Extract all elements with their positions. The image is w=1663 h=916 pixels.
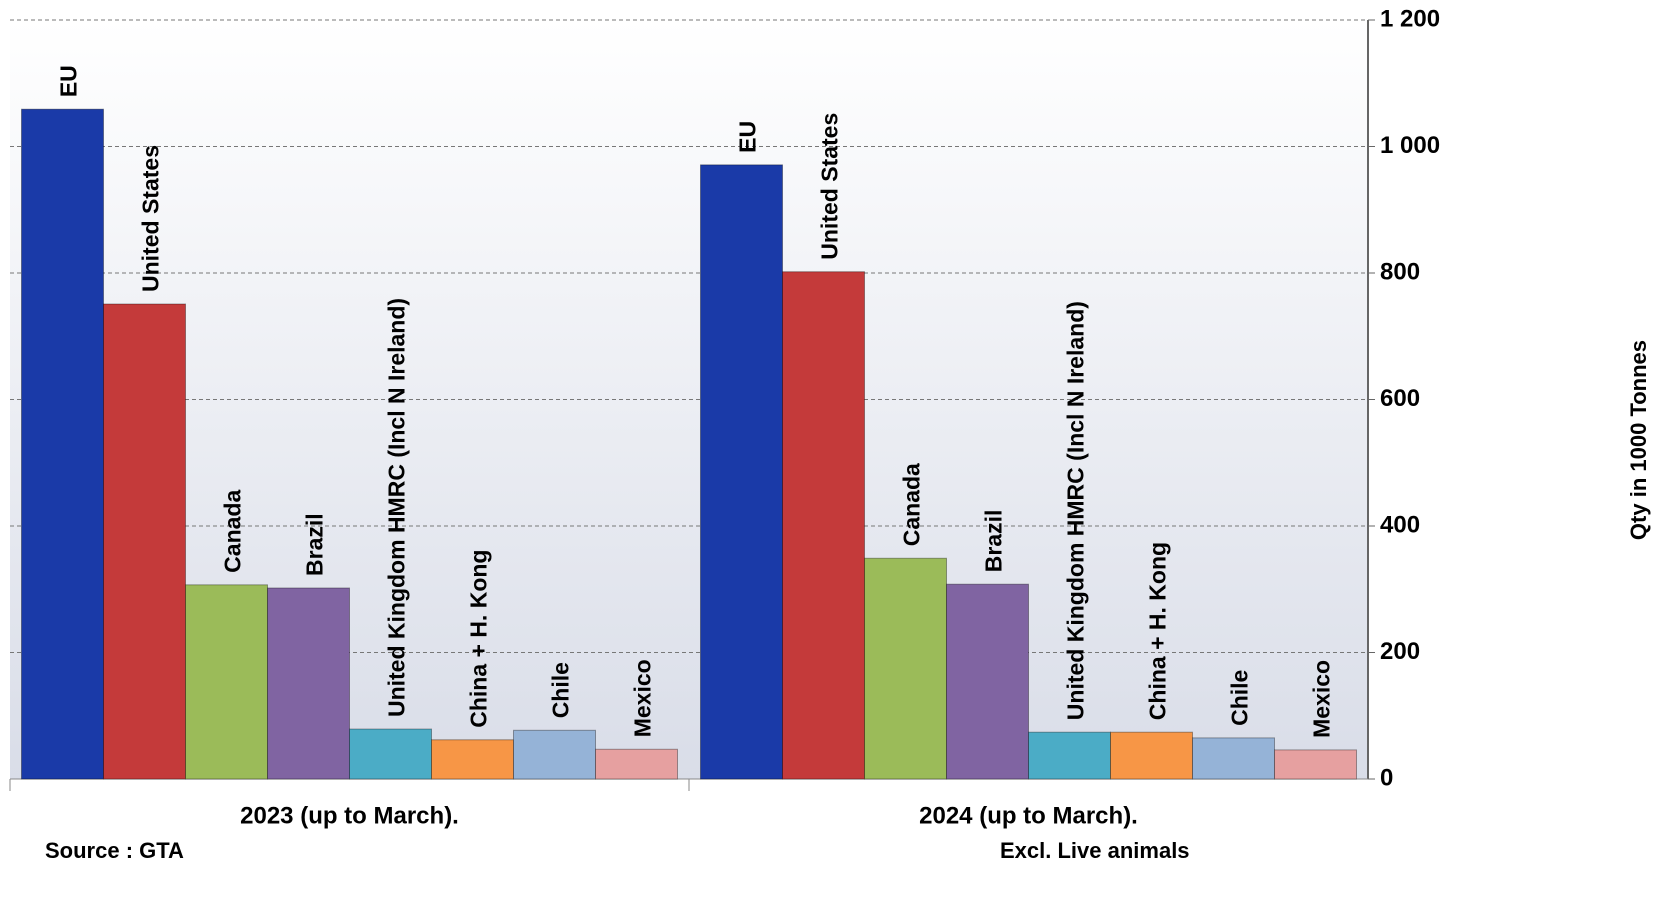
bar-label: United Kingdom HMRC (Incl N Ireland): [384, 298, 410, 717]
y-tick-label: 1 200: [1380, 5, 1440, 32]
bar-label: Canada: [899, 463, 925, 546]
bar: [1110, 731, 1193, 780]
y-tick-label: 0: [1380, 764, 1393, 791]
bar-label: Brazil: [981, 510, 1007, 573]
bar: [21, 108, 104, 780]
x-tick-label: 2024 (up to March).: [919, 802, 1138, 829]
y-tick-label: 200: [1380, 638, 1420, 665]
bar: [185, 584, 268, 780]
bar: [782, 271, 865, 780]
bar: [946, 583, 1029, 780]
bar: [595, 748, 678, 780]
bar: [267, 587, 350, 780]
bar-label: China + H. Kong: [466, 550, 492, 728]
bar: [431, 739, 514, 780]
footnote: Excl. Live animals: [1000, 838, 1190, 863]
y-axis-label: Qty in 1000 Tonnes: [1626, 340, 1651, 540]
y-tick-label: 400: [1380, 511, 1420, 538]
bar-label: Mexico: [1309, 660, 1335, 738]
bar: [1192, 737, 1275, 780]
bar-label: Chile: [548, 662, 574, 718]
bar: [513, 729, 596, 780]
bar-label: United States: [817, 113, 843, 260]
bar: [700, 164, 783, 780]
bar-label: EU: [735, 121, 761, 153]
bar-label: United States: [138, 145, 164, 292]
bar-label: Chile: [1227, 670, 1253, 726]
bar-label: United Kingdom HMRC (Incl N Ireland): [1063, 301, 1089, 720]
bar-label: Brazil: [302, 513, 328, 576]
y-tick-label: 600: [1380, 385, 1420, 412]
bar-label: China + H. Kong: [1145, 542, 1171, 720]
bar: [103, 303, 186, 780]
y-tick-label: 1 000: [1380, 132, 1440, 159]
bar-label: EU: [56, 65, 82, 97]
bar: [349, 728, 432, 780]
bar: [1028, 731, 1111, 780]
bar-label: Canada: [220, 490, 246, 573]
source-note: Source : GTA: [45, 838, 184, 863]
bar-label: Mexico: [630, 659, 656, 737]
y-tick-label: 800: [1380, 258, 1420, 285]
x-tick-label: 2023 (up to March).: [240, 802, 459, 829]
bar: [864, 557, 947, 780]
bar: [1274, 749, 1357, 780]
